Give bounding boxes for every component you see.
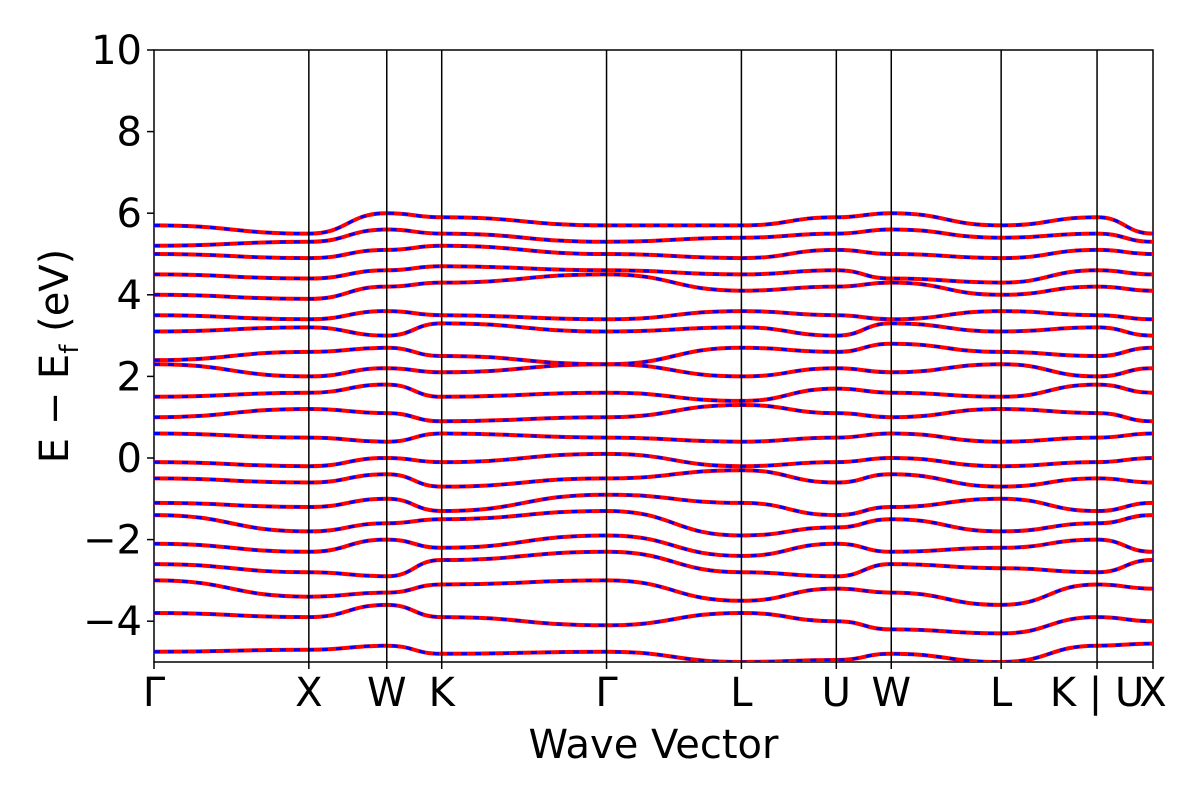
- band-line-red: [154, 578, 1153, 607]
- band-line-blue: [154, 533, 1153, 558]
- y-axis-ticks: 10 8 6 4 2 0 −2 −4: [83, 28, 154, 645]
- y-tick-label: 8: [117, 110, 142, 156]
- x-axis-label: Wave Vector: [529, 722, 780, 768]
- band-line-red: [154, 382, 1153, 403]
- band-line-red: [154, 468, 1153, 489]
- band-line-red: [154, 451, 1153, 469]
- y-axis-label-main: E − E: [32, 354, 78, 464]
- y-tick-label: −4: [83, 599, 142, 645]
- y-tick-label: 0: [117, 436, 142, 482]
- plot-area: [153, 49, 1154, 663]
- y-axis-label-unit: (eV): [32, 249, 78, 345]
- x-tick-label: U: [822, 670, 851, 716]
- plot-frame: [153, 49, 1154, 663]
- band-line-blue: [154, 211, 1153, 236]
- band-line-blue: [154, 603, 1153, 635]
- x-tick-label: X: [1139, 670, 1166, 716]
- x-tick-label: X: [295, 670, 322, 716]
- band-line-blue: [154, 272, 1153, 301]
- band-line-red: [154, 362, 1153, 379]
- band-line-red: [154, 641, 1153, 662]
- band-line-red: [154, 211, 1153, 236]
- band-line-blue: [154, 468, 1153, 489]
- band-line-red: [154, 309, 1153, 322]
- band-line-blue: [154, 509, 1153, 538]
- x-tick-label: Γ: [595, 670, 618, 716]
- band-line-blue: [154, 493, 1153, 517]
- band-line-red: [154, 602, 1153, 636]
- bands-layer: [154, 211, 1153, 662]
- x-tick-label: L: [730, 670, 753, 716]
- band-line-red: [154, 341, 1153, 367]
- x-tick-label: K | U: [1050, 670, 1144, 716]
- band-line-red: [154, 402, 1153, 424]
- band-line-blue: [154, 383, 1153, 403]
- band-line-red: [154, 549, 1153, 579]
- x-tick-label: L: [990, 670, 1013, 716]
- y-tick-label: 4: [117, 273, 142, 319]
- x-tick-label: W: [871, 670, 911, 716]
- band-line-blue: [154, 431, 1153, 444]
- band-line-blue: [154, 362, 1153, 378]
- x-tick-label: K: [429, 670, 457, 716]
- band-line-blue: [154, 642, 1153, 662]
- band-line-red: [154, 321, 1153, 338]
- high-symmetry-lines: [308, 50, 1098, 662]
- y-axis-label: E − Ef (eV): [32, 249, 85, 464]
- band-line-blue: [154, 550, 1153, 578]
- x-tick-label: W: [367, 670, 407, 716]
- band-line-blue: [154, 244, 1153, 260]
- band-line-blue: [154, 309, 1153, 321]
- y-tick-label: −2: [83, 518, 142, 564]
- band-line-blue: [154, 321, 1153, 338]
- y-tick-label: 2: [117, 354, 142, 400]
- y-tick-label: 6: [117, 191, 142, 237]
- band-line-blue: [154, 264, 1153, 285]
- band-line-red: [154, 243, 1153, 261]
- band-line-red: [154, 227, 1153, 248]
- x-tick-label: Γ: [143, 670, 166, 716]
- band-line-red: [154, 264, 1153, 285]
- band-line-red: [154, 533, 1153, 558]
- y-tick-label: 10: [91, 28, 142, 74]
- y-axis-label-subscript: f: [55, 344, 85, 354]
- band-line-red: [154, 431, 1153, 444]
